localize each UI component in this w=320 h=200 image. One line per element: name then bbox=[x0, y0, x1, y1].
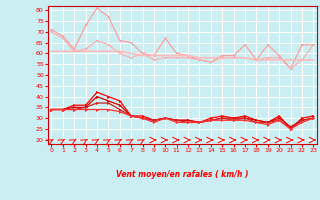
X-axis label: Vent moyen/en rafales ( km/h ): Vent moyen/en rafales ( km/h ) bbox=[116, 170, 249, 179]
